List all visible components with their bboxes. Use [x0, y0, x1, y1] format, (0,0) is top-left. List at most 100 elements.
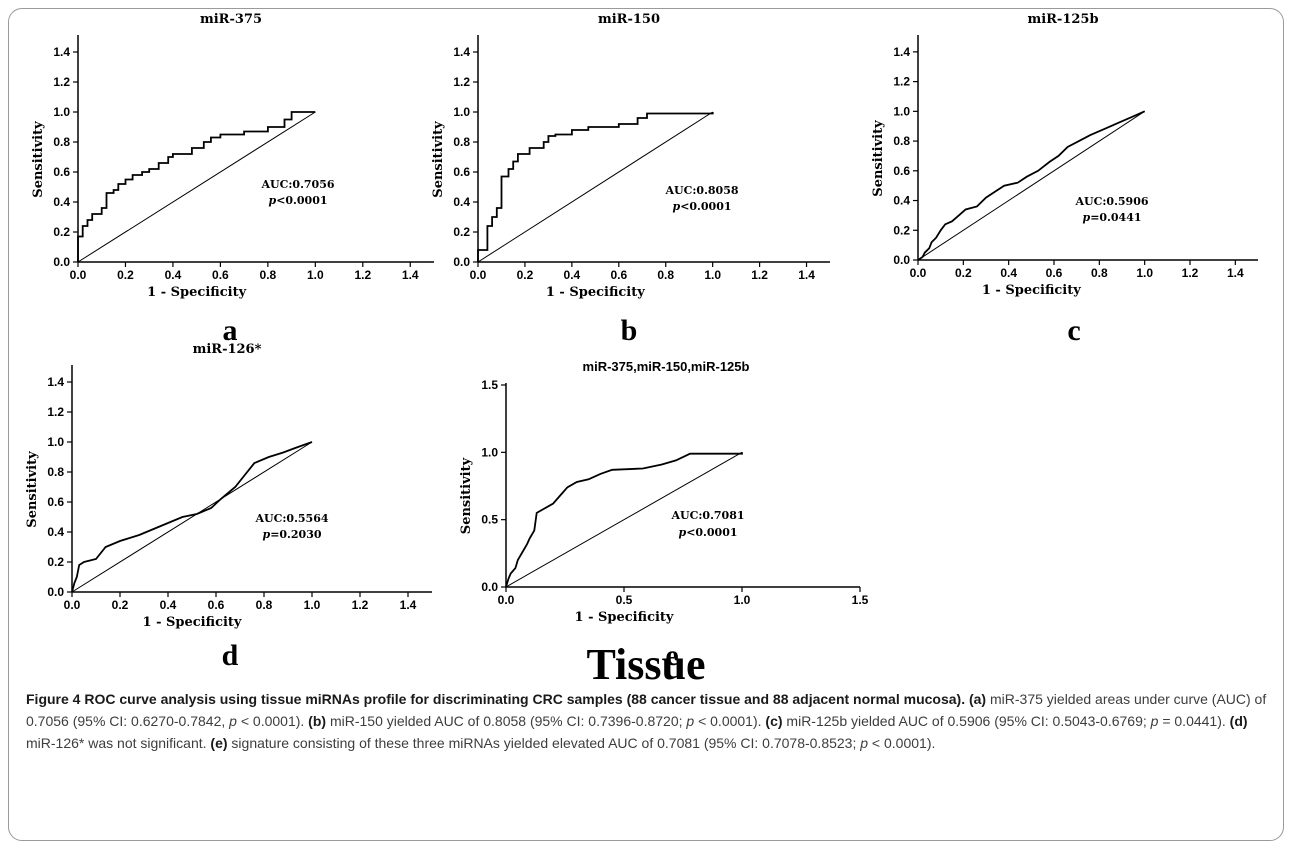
panel-a-x-tick-label: 1.4: [402, 268, 419, 282]
panel-b-auc-annotation: AUC:0.8058: [664, 184, 738, 197]
panel-d-reference-line: [71, 441, 313, 593]
panel-d-y-tick-label: 1.2: [47, 405, 64, 419]
panel-b-reference-line: [477, 111, 713, 263]
panel-a-x-tick-label: 0.8: [260, 268, 277, 282]
panel-c-roc-curve: [917, 110, 1146, 261]
caption-title: ROC curve analysis using tissue miRNAs p…: [80, 691, 966, 707]
panel-d-y-tick-label: 0.4: [47, 525, 64, 539]
panel-d-y-tick-label: 1.4: [47, 375, 64, 389]
panel-b-y-axis-label: Sensitivity: [431, 121, 446, 198]
panel-c-x-tick-label: 1.0: [1136, 266, 1153, 280]
panel-d-auc-annotation: AUC:0.5564: [254, 512, 328, 525]
panel-a-title: miR-375: [200, 12, 262, 27]
panel-b-y-tick-label: 1.0: [453, 105, 470, 119]
panel-d-x-tick-label: 0.0: [64, 598, 81, 612]
panel-c-x-tick-label: 0.8: [1091, 266, 1108, 280]
panel-b-y-tick-label: 0.0: [453, 255, 470, 269]
panel-c-x-tick-label: 1.2: [1182, 266, 1199, 280]
panel-e-x-tick-label: 0.5: [616, 593, 633, 607]
panel-b-x-tick-label: 1.0: [704, 268, 721, 282]
caption-part-b: (b) miR-150 yielded AUC of 0.8058 (95% C…: [308, 713, 766, 729]
panel-b-x-tick-label: 1.4: [798, 268, 815, 282]
panel-a-y-tick-label: 1.2: [53, 75, 70, 89]
panel-d-y-tick-label: 0.0: [47, 585, 64, 599]
panel-e-y-tick-label: 1.0: [481, 445, 498, 459]
caption-part-e: (e) signature consisting of these three …: [210, 735, 936, 751]
panel-a-x-axis-label: 1 - Specificity: [147, 285, 246, 300]
panel-b-y-tick-label: 0.2: [453, 225, 470, 239]
panel-b-x-tick-label: 0.4: [564, 268, 581, 282]
panel-e-y-axis-label: Sensitivity: [459, 457, 474, 534]
panel-e-x-tick-label: 0.0: [498, 593, 515, 607]
panel-e-title: miR-375,miR-150,miR-125b: [583, 359, 750, 374]
panel-c-reference-line: [917, 110, 1145, 261]
panel-a-y-tick-label: 0.4: [53, 195, 70, 209]
panel-d-x-tick-label: 1.2: [352, 598, 369, 612]
panel-c-y-tick-label: 1.0: [893, 104, 910, 118]
panel-c-panel-letter: c: [1067, 314, 1080, 347]
panel-c-y-tick-label: 0.6: [893, 164, 910, 178]
panel-d-x-axis-label: 1 - Specificity: [143, 615, 242, 630]
panel-e-y-tick-label: 0.5: [481, 513, 498, 527]
panel-e-y-tick-label: 1.5: [481, 378, 498, 392]
panel-a-y-tick-label: 1.4: [53, 45, 70, 59]
panel-c-y-tick-label: 0.8: [893, 134, 910, 148]
panel-b-x-tick-label: 0.6: [610, 268, 627, 282]
panel-e-x-axis-label: 1 - Specificity: [575, 610, 674, 625]
panel-d-panel-letter: d: [222, 639, 239, 672]
panel-d-x-tick-label: 0.2: [112, 598, 129, 612]
panel-b-x-tick-label: 1.2: [751, 268, 768, 282]
panel-b-x-tick-label: 0.0: [470, 268, 487, 282]
panel-b-y-tick-label: 1.4: [453, 45, 470, 59]
panel-a-y-tick-label: 0.2: [53, 225, 70, 239]
panel-b-x-axis-label: 1 - Specificity: [546, 285, 645, 300]
panel-e-x-tick-label: 1.0: [734, 593, 751, 607]
panel-d-p-annotation: p=0.2030: [262, 528, 321, 541]
panel-d-title: miR-126*: [193, 342, 262, 357]
figure-caption: Figure 4 ROC curve analysis using tissue…: [26, 688, 1271, 754]
panel-a-y-tick-label: 0.0: [53, 255, 70, 269]
panel-b-p-annotation: p<0.0001: [672, 200, 731, 213]
panel-a-y-axis-label: Sensitivity: [31, 121, 46, 198]
panel-a-x-tick-label: 0.2: [117, 268, 134, 282]
caption-part-a: (a) miR-375 yielded areas under curve (A…: [26, 691, 1267, 729]
panel-c-y-axis-label: Sensitivity: [871, 120, 886, 197]
panel-b-panel-letter: b: [621, 314, 638, 347]
panel-a-y-tick-label: 0.6: [53, 165, 70, 179]
panel-b-y-tick-label: 0.4: [453, 195, 470, 209]
caption-label: Figure 4: [26, 691, 81, 707]
panel-c-y-tick-label: 0.0: [893, 253, 910, 267]
panel-c-y-tick-label: 1.2: [893, 75, 910, 89]
panel-c-y-tick-label: 0.4: [893, 194, 910, 208]
panel-c-x-tick-label: 0.0: [910, 266, 927, 280]
panel-a-x-tick-label: 1.2: [354, 268, 371, 282]
panel-a-x-tick-label: 0.4: [165, 268, 182, 282]
panel-c-y-tick-label: 0.2: [893, 223, 910, 237]
panel-a-x-tick-label: 0.6: [212, 268, 229, 282]
panel-b-x-tick-label: 0.2: [517, 268, 534, 282]
panel-d-y-tick-label: 0.6: [47, 495, 64, 509]
panel-a-roc-curve: [77, 111, 316, 262]
panel-b-y-tick-label: 0.6: [453, 165, 470, 179]
panel-c-auc-annotation: AUC:0.5906: [1074, 195, 1148, 208]
panel-d-x-tick-label: 0.8: [256, 598, 273, 612]
panel-c-title: miR-125b: [1027, 12, 1098, 27]
panel-d-y-tick-label: 0.2: [47, 555, 64, 569]
panel-b-title: miR-150: [598, 12, 660, 27]
panel-c-x-axis-label: 1 - Specificity: [982, 283, 1081, 298]
panel-a-auc-annotation: AUC:0.7056: [260, 178, 334, 191]
panel-d-x-tick-label: 0.4: [160, 598, 177, 612]
panel-b-x-tick-label: 0.8: [657, 268, 674, 282]
panel-a-reference-line: [77, 111, 316, 263]
panel-c-x-tick-label: 0.6: [1046, 266, 1063, 280]
panel-a-x-tick-label: 1.0: [307, 268, 324, 282]
panel-e-p-annotation: p<0.0001: [678, 526, 737, 539]
panel-d-y-tick-label: 0.8: [47, 465, 64, 479]
caption-part-c: (c) miR-125b yielded AUC of 0.5906 (95% …: [765, 713, 1230, 729]
panel-d-x-tick-label: 0.6: [208, 598, 225, 612]
panel-d-x-tick-label: 1.4: [400, 598, 417, 612]
panel-b-roc-curve: [477, 112, 714, 262]
panel-d-y-tick-label: 1.0: [47, 435, 64, 449]
panel-e-roc-curve: [505, 452, 743, 588]
figure-frame: [8, 8, 1284, 841]
